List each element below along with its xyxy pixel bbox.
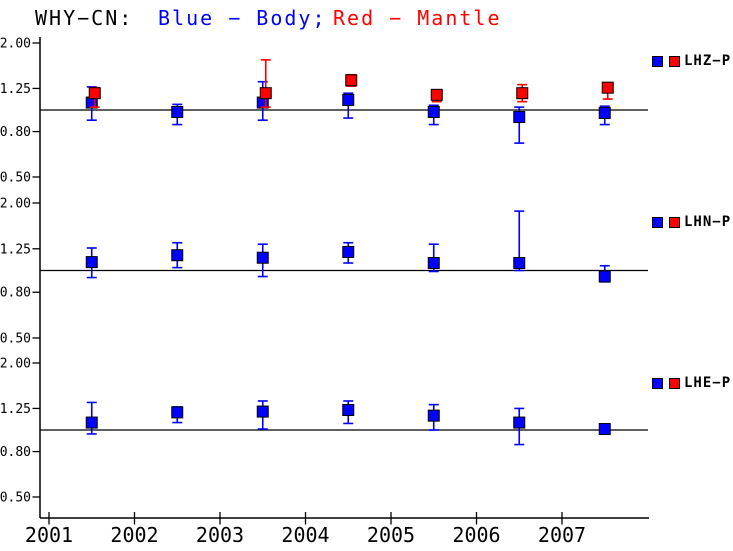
- legend-label: LHZ−P: [684, 53, 732, 69]
- data-point-marker: [171, 105, 184, 118]
- y-axis-tick-label: 2.00: [0, 357, 31, 372]
- body-marker-swatch-icon: [652, 378, 663, 389]
- data-point-marker: [427, 409, 440, 422]
- y-axis-tick-label: 0.50: [0, 332, 31, 347]
- data-point-marker: [342, 403, 355, 416]
- data-point-marker: [171, 406, 184, 419]
- y-axis-tick-label: 1.25: [0, 242, 31, 257]
- data-point-marker: [513, 257, 526, 270]
- x-axis-tick-label: 2007: [538, 523, 586, 547]
- data-point-marker: [256, 251, 269, 264]
- mantle-marker-swatch-icon: [669, 217, 680, 228]
- y-axis-tick-label: 0.80: [0, 125, 31, 140]
- data-point-marker: [256, 405, 269, 418]
- data-point-marker: [259, 87, 272, 100]
- data-point-marker: [516, 87, 529, 100]
- x-axis-tick-label: 2006: [452, 523, 500, 547]
- body-marker-swatch-icon: [652, 56, 663, 67]
- data-point-marker: [342, 245, 355, 258]
- y-axis-tick-label: 0.80: [0, 286, 31, 301]
- legend-label: LHN−P: [684, 214, 732, 230]
- legend-lhz-p: LHZ−P: [652, 53, 732, 69]
- data-point-marker: [598, 423, 611, 436]
- x-axis-tick-label: 2005: [367, 523, 415, 547]
- data-point-marker: [513, 111, 526, 124]
- legend-lhn-p: LHN−P: [652, 214, 732, 230]
- y-axis-tick-label: 2.00: [0, 37, 31, 52]
- body-marker-swatch-icon: [652, 217, 663, 228]
- data-point-marker: [601, 81, 614, 94]
- data-point-marker: [342, 93, 355, 106]
- title-mantle-key: Red − Mantle: [333, 6, 502, 30]
- y-axis-tick-label: 0.50: [0, 171, 31, 186]
- y-axis-tick-label: 0.50: [0, 491, 31, 506]
- y-axis-tick-label: 1.25: [0, 402, 31, 417]
- mantle-marker-swatch-icon: [669, 378, 680, 389]
- data-point-marker: [171, 249, 184, 262]
- y-axis-tick-label: 2.00: [0, 197, 31, 212]
- data-point-marker: [345, 74, 358, 87]
- data-point-marker: [85, 256, 98, 269]
- data-point-marker: [598, 106, 611, 119]
- y-axis-tick-label: 0.80: [0, 445, 31, 460]
- legend-lhe-p: LHE−P: [652, 375, 732, 391]
- legend-label: LHE−P: [684, 375, 732, 391]
- data-point-marker: [427, 257, 440, 270]
- data-point-marker: [430, 88, 443, 101]
- data-point-marker: [427, 105, 440, 118]
- x-axis-tick-label: 2001: [25, 523, 73, 547]
- data-point-marker: [513, 416, 526, 429]
- x-axis-tick-label: 2003: [196, 523, 244, 547]
- x-axis-tick-label: 2002: [110, 523, 158, 547]
- x-axis-tick-label: 2004: [281, 523, 329, 547]
- title-station: WHY−CN:: [35, 6, 134, 30]
- data-point-marker: [85, 416, 98, 429]
- data-point-marker: [88, 87, 101, 100]
- y-axis-tick-label: 1.25: [0, 82, 31, 97]
- mantle-marker-swatch-icon: [669, 56, 680, 67]
- data-point-marker: [598, 270, 611, 283]
- title-body-key: Blue − Body;: [158, 6, 327, 30]
